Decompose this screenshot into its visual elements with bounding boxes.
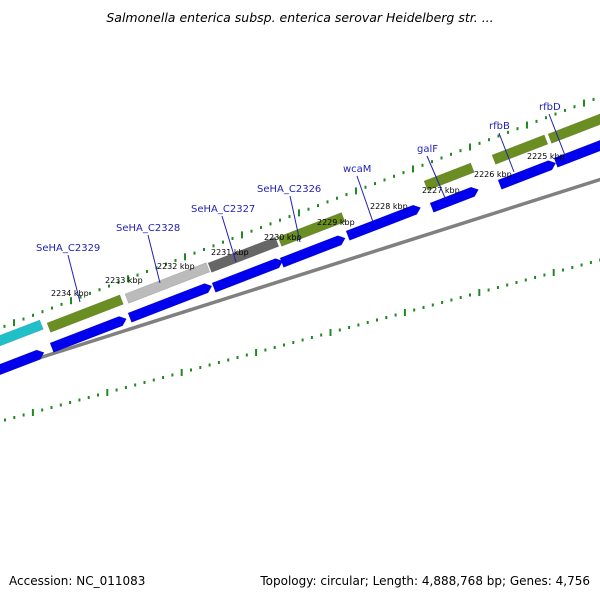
label-leader bbox=[147, 234, 161, 284]
label-layer: 2234 kbp 2233 kbp 2232 kbp 2231 kbp 2230 kbp… bbox=[36, 102, 565, 298]
kbp-label: 2225 kbp bbox=[527, 152, 565, 161]
cds-arrow bbox=[345, 204, 422, 241]
kbp-label: 2230 kbp bbox=[264, 233, 302, 242]
cds-arrow bbox=[497, 160, 557, 190]
kbp-label: 2232 kbp bbox=[157, 262, 195, 271]
feature-block-green bbox=[423, 162, 475, 191]
kbp-label: 2226 kbp bbox=[474, 170, 512, 179]
feature-block-green bbox=[46, 294, 124, 333]
backbone-line bbox=[0, 177, 600, 373]
label-leader bbox=[289, 195, 301, 243]
kbp-label: 2231 kbp bbox=[211, 248, 249, 257]
feature-block-gray-light bbox=[124, 262, 211, 304]
label-leader bbox=[426, 155, 447, 201]
inner-tick-ruler bbox=[4, 258, 600, 422]
label-leader bbox=[67, 254, 81, 303]
kbp-label: 2228 kbp bbox=[370, 202, 408, 211]
kbp-label: 2227 kbp bbox=[422, 186, 460, 195]
label-leader bbox=[221, 215, 237, 263]
feature-block-cyan bbox=[0, 319, 44, 347]
genome-stats-text: Topology: circular; Length: 4,888,768 bp… bbox=[260, 574, 590, 588]
label-leader bbox=[548, 113, 567, 159]
backbone-ring bbox=[0, 177, 600, 373]
label-leaders bbox=[67, 113, 567, 303]
cds-arrow bbox=[553, 139, 600, 168]
cds-arrow bbox=[127, 283, 213, 323]
gene-label: SeHA_C2329 bbox=[36, 243, 100, 254]
accession-text: Accession: NC_011083 bbox=[9, 574, 146, 588]
map-title: Salmonella enterica subsp. enterica sero… bbox=[106, 10, 494, 25]
kbp-label: 2234 kbp bbox=[51, 289, 89, 298]
cds-track[interactable] bbox=[0, 139, 600, 377]
gene-label: SeHA_C2326 bbox=[257, 184, 321, 195]
gene-label: rfbD bbox=[539, 102, 561, 113]
feature-block-green bbox=[277, 212, 346, 247]
gene-label: galF bbox=[417, 144, 438, 155]
gene-label: wcaM bbox=[343, 164, 371, 175]
gene-label: SeHA_C2328 bbox=[116, 223, 180, 234]
cds-arrow bbox=[279, 235, 346, 268]
cds-arrow bbox=[211, 258, 284, 293]
feature-block-green bbox=[547, 113, 600, 144]
label-leader bbox=[498, 132, 515, 173]
cds-arrow bbox=[49, 316, 127, 353]
cds-arrow bbox=[0, 349, 45, 376]
kbp-label: 2233 kbp bbox=[105, 276, 143, 285]
feature-block-gray-dark bbox=[207, 236, 280, 273]
gene-label: rfbB bbox=[489, 121, 510, 132]
kbp-label: 2229 kbp bbox=[317, 218, 355, 227]
feature-track[interactable] bbox=[0, 113, 600, 352]
outer-tick-ruler bbox=[3, 97, 595, 328]
gene-label: SeHA_C2327 bbox=[191, 204, 255, 215]
cds-arrow bbox=[429, 186, 479, 213]
label-leader bbox=[356, 175, 374, 223]
feature-block-green bbox=[491, 134, 549, 165]
